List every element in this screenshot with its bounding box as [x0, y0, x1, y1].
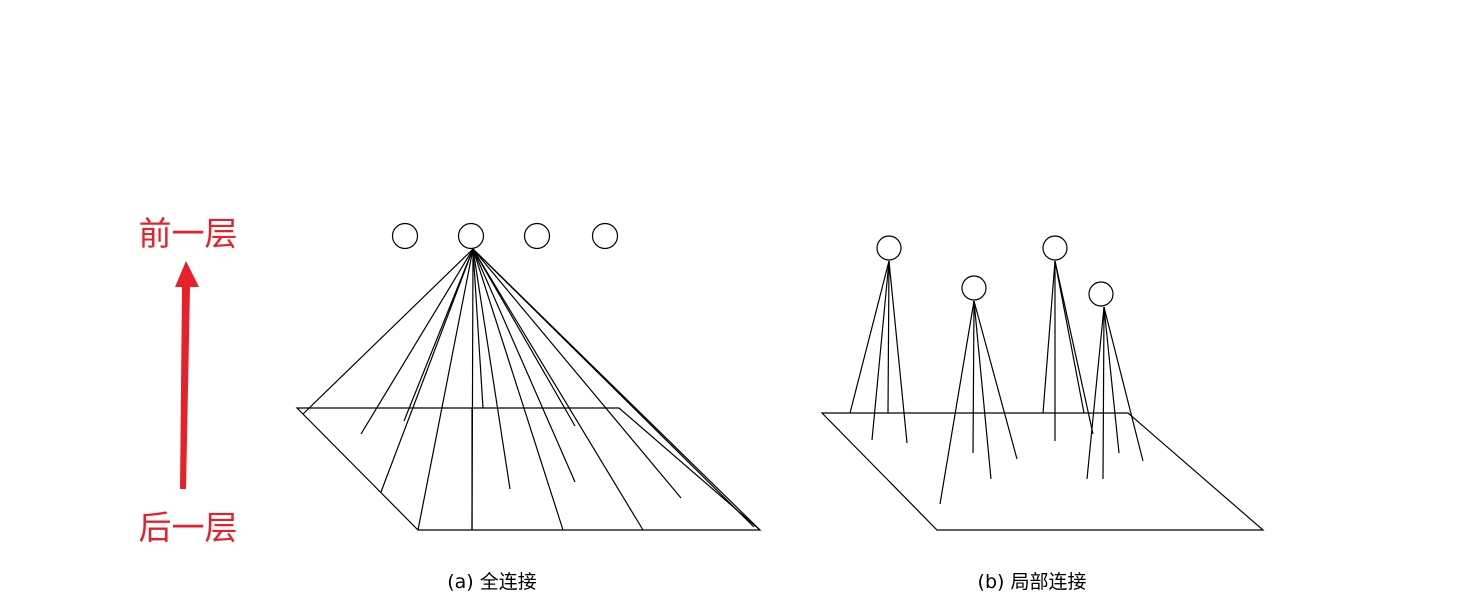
- local-neurons: [876, 235, 1114, 307]
- neuron: [523, 222, 551, 250]
- local-plane: [820, 412, 1265, 531]
- prev-layer-label: 前一层: [139, 214, 238, 253]
- neuron: [961, 275, 987, 301]
- up-arrow-icon: [175, 261, 199, 489]
- full-neuron-row: [391, 222, 619, 250]
- full-connection-diagram: (a) 全连接: [295, 222, 762, 593]
- neuron: [876, 235, 902, 261]
- next-layer-label: 后一层: [139, 508, 238, 547]
- local-connections: [849, 260, 1144, 505]
- caption-full-connection: (a) 全连接: [447, 571, 537, 593]
- local-connection-diagram: (b) 局部连接: [820, 235, 1265, 593]
- caption-local-connection: (b) 局部连接: [978, 571, 1087, 593]
- neuron: [1088, 281, 1114, 307]
- neuron: [391, 222, 419, 250]
- full-plane: [295, 407, 762, 531]
- layer-direction-legend: 前一层 后一层: [139, 214, 238, 547]
- full-connections: [302, 248, 761, 531]
- neuron: [591, 222, 619, 250]
- neuron: [1042, 235, 1068, 261]
- neuron: [457, 222, 485, 250]
